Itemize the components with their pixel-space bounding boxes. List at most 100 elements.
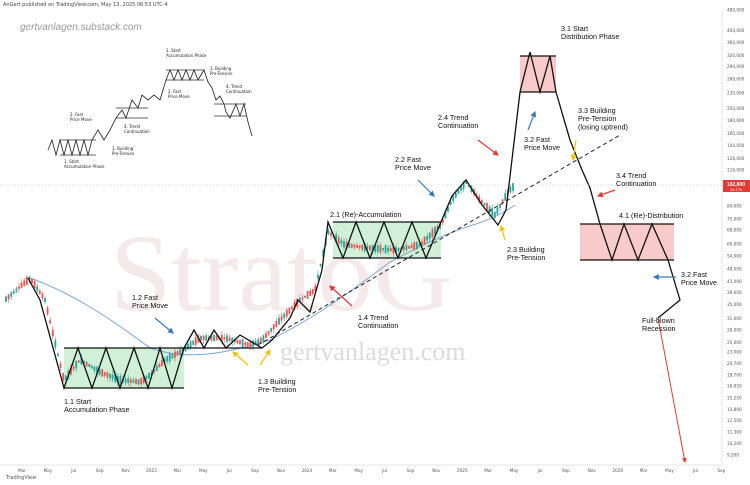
x-tick-label: May <box>354 468 363 473</box>
arrow-3-3 <box>570 139 577 162</box>
arrow-1-3a <box>232 351 249 366</box>
candle-body <box>246 342 249 347</box>
y-tick-label: 15,250 <box>727 396 742 401</box>
candle-body <box>512 183 514 191</box>
annotation-label: 2.2 Fast <box>395 155 421 164</box>
candle-body <box>348 243 351 248</box>
annotation-label: Price Move <box>132 301 168 310</box>
candle-body <box>150 371 153 376</box>
candle-body <box>395 247 397 253</box>
candle-body <box>36 286 39 291</box>
candle-body <box>233 339 236 343</box>
candle-body <box>486 203 488 211</box>
candle-body <box>319 263 322 267</box>
candle-body <box>301 297 304 300</box>
candle-body <box>421 241 423 245</box>
x-tick-label: 2024 <box>302 468 313 473</box>
candle-body <box>179 349 182 355</box>
candle-body <box>285 309 288 317</box>
candle-body <box>309 290 312 296</box>
annotation-label: 1.4 Trend <box>358 313 388 322</box>
candle-body <box>189 341 192 348</box>
inset-label: Price Move <box>168 94 190 99</box>
candle-body <box>20 283 23 288</box>
candle-body <box>452 195 455 202</box>
annotation-label: (losing uptrend) <box>578 122 628 131</box>
candle-body <box>337 237 340 244</box>
annotation-label: Pre-Tension <box>578 114 616 123</box>
inset-wave <box>47 68 253 157</box>
arrow-3-4 <box>596 189 616 198</box>
candle-body <box>80 357 83 365</box>
candle-body <box>353 244 356 248</box>
arrow-1-3b <box>259 349 271 366</box>
candle-body <box>220 334 223 342</box>
arrow-2-4 <box>477 139 499 156</box>
inset-label: 4. Trend <box>226 84 242 89</box>
candle-body <box>462 181 465 189</box>
candle-body <box>41 293 44 299</box>
x-tick-label: Sep <box>407 468 415 473</box>
annotation-label: Pre-Tension <box>507 253 545 262</box>
candle-body <box>350 244 353 248</box>
y-tick-label: 48,000 <box>727 267 742 272</box>
candle-body <box>428 232 431 239</box>
annotation-label: 3.3 Building <box>578 106 616 115</box>
candle-body <box>46 307 49 315</box>
candle-body <box>226 335 228 342</box>
candle-body <box>132 379 135 383</box>
candle-body <box>405 245 408 251</box>
candle-body <box>174 351 176 358</box>
candle-body <box>363 243 366 252</box>
candle-body <box>114 374 117 382</box>
candle-body <box>345 241 348 249</box>
candle-body <box>426 235 429 241</box>
candle-body <box>215 335 218 341</box>
candle-body <box>257 339 260 344</box>
candle-body <box>278 317 280 325</box>
candle-body <box>436 226 439 231</box>
y-tick-label: 23,000 <box>727 349 742 354</box>
candle-body <box>12 291 15 294</box>
x-tick-label: Jul <box>70 468 76 473</box>
annotation-label: Price Move <box>681 278 717 287</box>
x-tick-label: Sep <box>562 468 570 473</box>
candle-body <box>213 335 215 341</box>
x-tick-label: Mar <box>173 468 181 473</box>
candle-body <box>444 211 447 219</box>
x-tick-label: Jul <box>536 468 542 473</box>
annotation-label: Accumulation Phase <box>64 405 130 414</box>
candle-body <box>439 223 442 229</box>
candle-body <box>106 372 109 378</box>
candle-body <box>288 307 291 314</box>
candle-body <box>480 200 483 204</box>
candle-body <box>158 363 161 368</box>
inset-label: 4. Trend <box>124 124 140 129</box>
candle-body <box>18 286 20 289</box>
arrow-2-2 <box>417 179 435 197</box>
wave-path <box>27 51 681 391</box>
x-tick-label: Sep <box>717 468 725 473</box>
candle-body <box>501 199 504 204</box>
candle-body <box>465 180 468 184</box>
inset-label: Continuation <box>124 129 150 134</box>
x-tick-label: May <box>665 468 674 473</box>
annotation-label: 2.1 (Re)-Accumulation <box>330 210 402 219</box>
inset-label: Pre-Tension <box>112 151 135 156</box>
candle-body <box>194 337 197 345</box>
candle-body <box>145 375 148 380</box>
annotation-label: Price Move <box>524 143 560 152</box>
candle-body <box>291 306 293 310</box>
y-axis: 480,000 400,000 360,000 320,000 290,000 260,0… <box>727 8 745 458</box>
site-watermark-center: gertvanlagen.com <box>280 337 466 366</box>
candle-body <box>449 201 452 205</box>
candle-body <box>129 378 132 384</box>
published-line: AnGert published on TradingView.com, May… <box>3 2 168 8</box>
inset-label: Accumulation Phase <box>64 164 105 169</box>
candle-body <box>369 245 371 251</box>
candle-body <box>441 219 444 223</box>
accumulation-zone-1 <box>64 348 184 388</box>
footer-brand: TradingView <box>5 475 36 481</box>
